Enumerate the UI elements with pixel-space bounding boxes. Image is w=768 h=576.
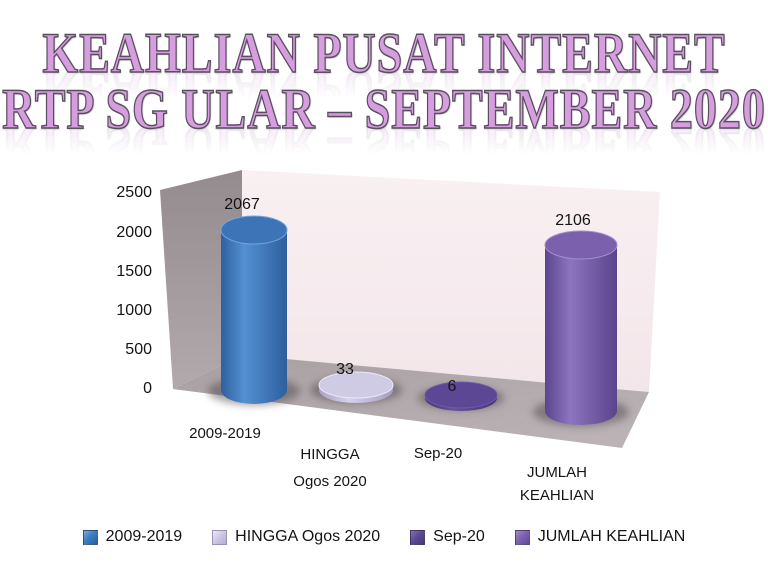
legend-label: JUMLAH KEAHLIAN <box>537 528 686 545</box>
legend-label: 2009-2019 <box>105 528 183 545</box>
legend-label: HINGGA Ogos 2020 <box>235 528 381 545</box>
category-label-sep-20: Sep-20 <box>373 444 503 464</box>
y-tick-2500: 2500 <box>116 184 152 201</box>
y-tick-0: 0 <box>143 380 152 397</box>
value-label-2009-2019: 2067 <box>224 196 260 213</box>
category-label-line: Ogos 2020 <box>293 473 367 490</box>
category-label-line: JUMLAH <box>526 464 587 481</box>
legend-label: Sep-20 <box>433 528 485 545</box>
value-label-hingga-ogos-2020: 33 <box>336 361 354 378</box>
legend-item-2009-2019: 2009-2019 <box>82 528 183 546</box>
category-label-hingga-ogos-2020: HINGGA Ogos 2020 <box>265 441 395 495</box>
legend: 2009-2019 HINGGA Ogos 2020 Sep-20 JUMLAH… <box>0 524 768 550</box>
legend-swatch-jumlah-keahlian <box>514 529 530 545</box>
y-tick-2000: 2000 <box>116 224 152 241</box>
y-tick-1500: 1500 <box>116 263 152 280</box>
y-tick-500: 500 <box>125 341 152 358</box>
legend-swatch-2009-2019 <box>82 529 98 545</box>
legend-swatch-hingga-ogos-2020 <box>212 529 228 545</box>
legend-item-hingga-ogos-2020: HINGGA Ogos 2020 <box>212 528 380 546</box>
y-tick-1000: 1000 <box>116 302 152 319</box>
legend-item-jumlah-keahlian: JUMLAH KEAHLIAN <box>514 528 686 546</box>
legend-swatch-sep-20 <box>410 529 426 545</box>
page-title-line-2: RTP SG ULAR – SEPTEMBER 2020 <box>2 76 766 141</box>
category-label-line: HINGGA <box>300 446 360 463</box>
category-label-jumlah-keahlian: JUMLAH KEAHLIAN <box>492 461 622 507</box>
floor <box>173 355 649 448</box>
cylinder-jumlah-keahlian <box>544 230 618 425</box>
value-label-jumlah-keahlian: 2106 <box>555 212 591 229</box>
cylinder-sep-20 <box>424 381 498 411</box>
category-label-line: KEAHLIAN <box>519 487 595 504</box>
page-title-line-1: KEAHLIAN PUSAT INTERNET <box>42 20 726 85</box>
value-label-sep-20: 6 <box>447 378 457 395</box>
category-label-line: 2009-2019 <box>189 425 261 442</box>
category-label-2009-2019: 2009-2019 <box>160 424 290 444</box>
cylinder-2009-2019 <box>220 215 288 404</box>
category-label-line: Sep-20 <box>413 445 463 462</box>
cylinder-hingga-ogos-2020 <box>318 371 394 403</box>
legend-item-sep-20: Sep-20 <box>410 528 485 546</box>
